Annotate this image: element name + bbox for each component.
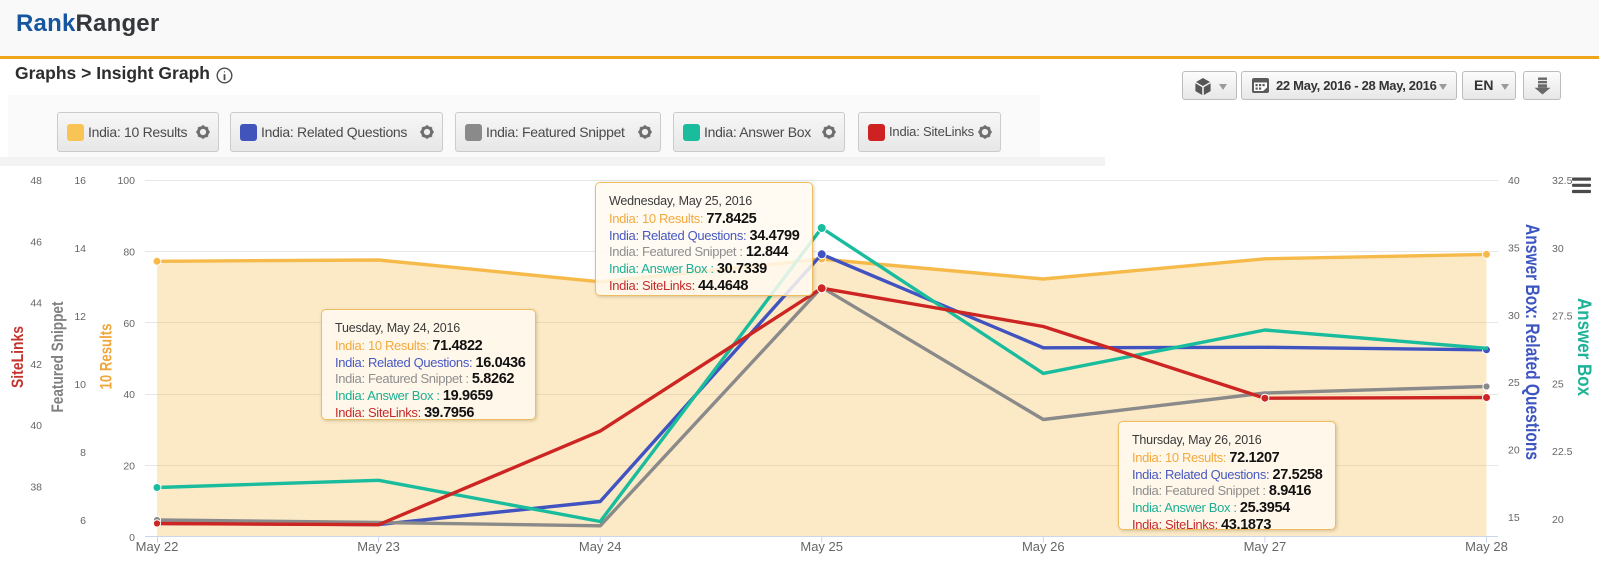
svg-text:May 22: May 22 xyxy=(136,539,179,554)
svg-text:20: 20 xyxy=(1508,445,1520,457)
svg-text:14: 14 xyxy=(74,243,86,255)
svg-text:40: 40 xyxy=(123,389,135,401)
svg-text:6: 6 xyxy=(80,515,86,527)
svg-text:32.5: 32.5 xyxy=(1552,175,1573,187)
svg-text:Answer Box: Related Questions: Answer Box: Related Questions xyxy=(1521,224,1542,460)
svg-text:100: 100 xyxy=(117,175,135,187)
svg-text:60: 60 xyxy=(123,318,135,330)
svg-text:May 24: May 24 xyxy=(579,539,622,554)
svg-text:25: 25 xyxy=(1552,378,1564,390)
svg-text:16: 16 xyxy=(74,175,86,187)
svg-text:May 27: May 27 xyxy=(1244,539,1287,554)
svg-text:27.5: 27.5 xyxy=(1552,311,1573,323)
svg-text:42: 42 xyxy=(30,359,42,371)
svg-text:80: 80 xyxy=(123,246,135,258)
svg-text:10 Results: 10 Results xyxy=(97,324,116,390)
svg-text:38: 38 xyxy=(30,481,42,493)
svg-text:30: 30 xyxy=(1508,310,1520,322)
svg-text:35: 35 xyxy=(1508,242,1520,254)
svg-text:SiteLinks: SiteLinks xyxy=(8,326,27,388)
svg-text:Featured Snippet: Featured Snippet xyxy=(48,301,67,412)
svg-text:May 26: May 26 xyxy=(1022,539,1065,554)
svg-text:20: 20 xyxy=(1552,514,1564,526)
svg-text:20: 20 xyxy=(123,461,135,473)
svg-text:10: 10 xyxy=(74,379,86,391)
svg-text:40: 40 xyxy=(30,420,42,432)
svg-text:Answer Box: Answer Box xyxy=(1573,298,1594,396)
svg-text:0: 0 xyxy=(129,532,135,544)
svg-text:May 23: May 23 xyxy=(357,539,400,554)
svg-text:12: 12 xyxy=(74,311,86,323)
svg-text:May 28: May 28 xyxy=(1465,539,1508,554)
svg-text:46: 46 xyxy=(30,236,42,248)
svg-text:25: 25 xyxy=(1508,377,1520,389)
svg-text:44: 44 xyxy=(30,298,42,310)
svg-text:30: 30 xyxy=(1552,243,1564,255)
svg-text:15: 15 xyxy=(1508,512,1520,524)
svg-text:8: 8 xyxy=(80,447,86,459)
svg-text:48: 48 xyxy=(30,175,42,187)
svg-text:May 25: May 25 xyxy=(800,539,843,554)
svg-text:22.5: 22.5 xyxy=(1552,446,1573,458)
svg-text:40: 40 xyxy=(1508,175,1520,187)
